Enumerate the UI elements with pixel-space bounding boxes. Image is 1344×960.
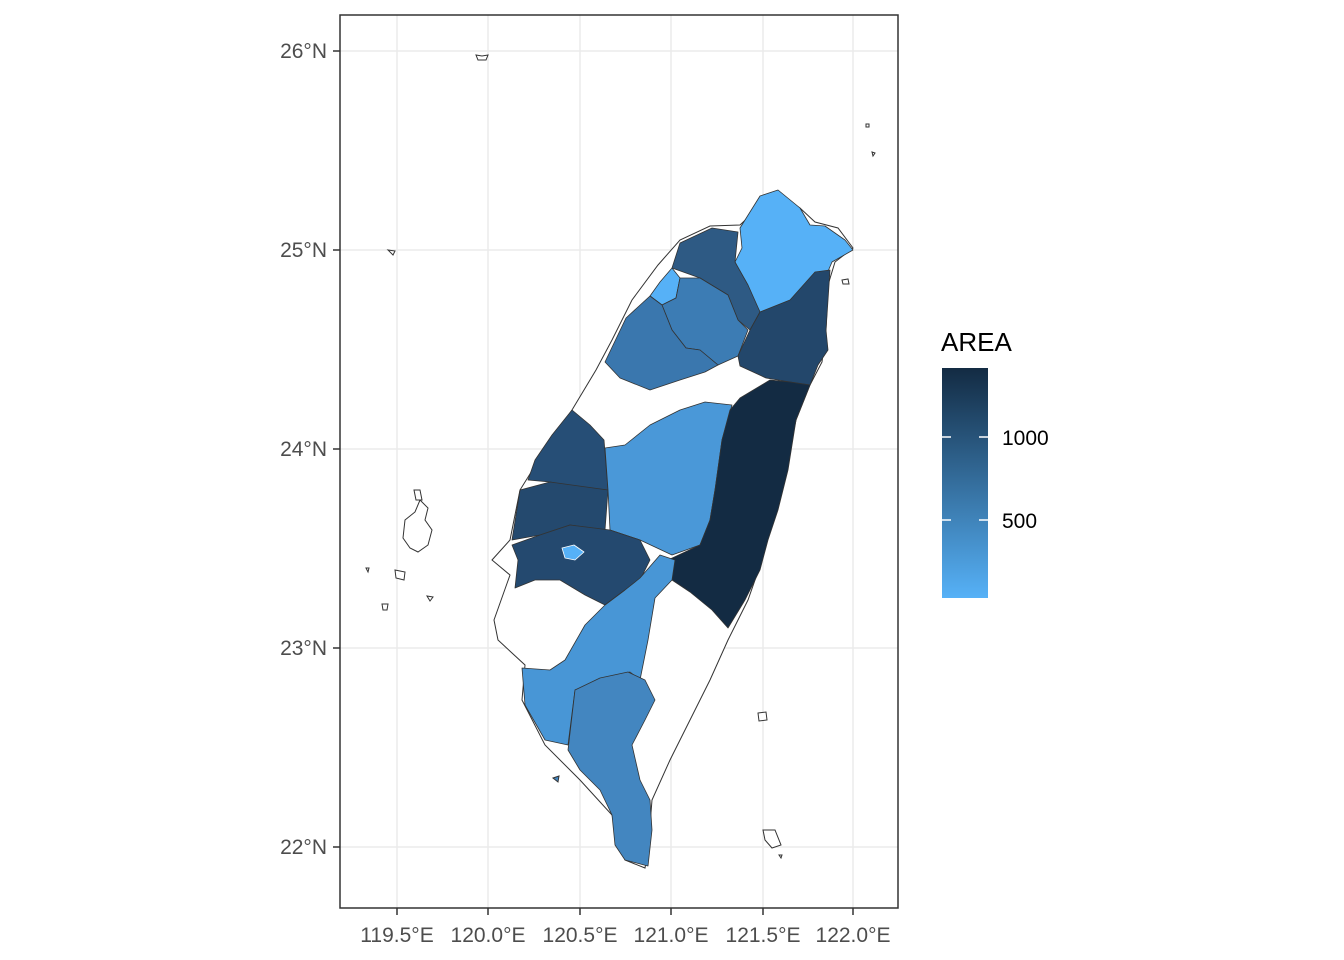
y-tick-label: 25°N xyxy=(280,239,327,262)
x-tick-label: 120.0°E xyxy=(451,924,526,947)
island-penghu xyxy=(402,499,433,553)
y-tick-label: 22°N xyxy=(280,836,327,859)
legend-label-500: 500 xyxy=(1002,510,1037,533)
island-northeast-dot-2 xyxy=(871,151,876,158)
small-islands xyxy=(365,54,876,860)
axis-ticks xyxy=(333,50,854,915)
x-tick-label: 122.0°E xyxy=(816,924,891,947)
legend-title: AREA xyxy=(941,327,1012,357)
island-green xyxy=(757,711,768,722)
region-south xyxy=(521,554,676,746)
x-tick-label: 119.5°E xyxy=(360,924,433,947)
island-northeast-dot xyxy=(865,123,870,128)
y-tick-label: 24°N xyxy=(280,438,327,461)
x-tick-label: 121.0°E xyxy=(634,924,709,947)
legend-label-1000: 1000 xyxy=(1002,427,1049,450)
legend: AREA 1000 500 xyxy=(941,327,1049,598)
island-guishan xyxy=(841,278,850,285)
y-axis-labels: 26°N 25°N 24°N 23°N 22°N xyxy=(280,40,327,859)
island-penghu-2 xyxy=(413,489,423,501)
region-south-tip xyxy=(567,671,656,867)
x-axis-labels: 119.5°E 120.0°E 120.5°E 121.0°E 121.5°E … xyxy=(360,924,890,947)
region-east xyxy=(667,379,811,629)
island-penghu-6 xyxy=(365,567,370,574)
x-tick-label: 121.5°E xyxy=(726,924,801,947)
island-penghu-4 xyxy=(381,603,389,611)
legend-colorbar xyxy=(942,368,988,598)
island-kinmen xyxy=(386,249,396,256)
island-orchid xyxy=(762,829,782,849)
y-tick-label: 23°N xyxy=(280,637,327,660)
x-tick-label: 120.5°E xyxy=(543,924,618,947)
region-northeast xyxy=(737,269,831,386)
regions xyxy=(511,189,854,867)
island-orchid-small xyxy=(778,854,783,860)
island-liuqiu xyxy=(551,775,560,783)
island-penghu-5 xyxy=(426,595,434,602)
island-matsu xyxy=(475,54,489,61)
region-northwest-large xyxy=(604,295,719,391)
region-south-west-small xyxy=(561,544,585,561)
panel-border xyxy=(339,14,899,909)
island-penghu-3 xyxy=(394,569,406,581)
y-tick-label: 26°N xyxy=(280,40,327,63)
